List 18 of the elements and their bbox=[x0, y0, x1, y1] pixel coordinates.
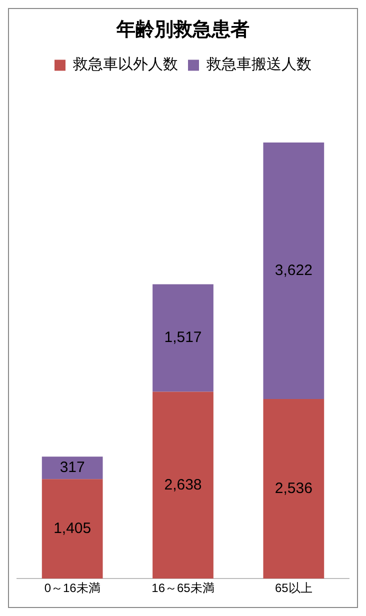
legend-label: 救急車搬送人数 bbox=[206, 55, 312, 74]
data-label: 2,638 bbox=[164, 476, 202, 494]
x-tick-label: 65以上 bbox=[274, 581, 312, 596]
data-label: 1,405 bbox=[54, 520, 92, 537]
x-tick-label: 16～65未満 bbox=[152, 581, 214, 596]
bar bbox=[263, 398, 324, 579]
data-label: 3,622 bbox=[274, 262, 312, 279]
data-label: 317 bbox=[60, 459, 85, 476]
legend-label: 救急車以外人数 bbox=[72, 55, 178, 74]
x-tick-label: 0～16未満 bbox=[44, 581, 100, 596]
bar bbox=[152, 284, 214, 392]
bar bbox=[263, 142, 324, 399]
chart-title: 年齢別救急患者 bbox=[116, 18, 250, 40]
bar bbox=[42, 479, 103, 579]
bar bbox=[42, 456, 103, 480]
bar bbox=[152, 392, 214, 579]
data-label: 1,517 bbox=[164, 329, 202, 346]
data-label: 2,536 bbox=[274, 480, 312, 497]
